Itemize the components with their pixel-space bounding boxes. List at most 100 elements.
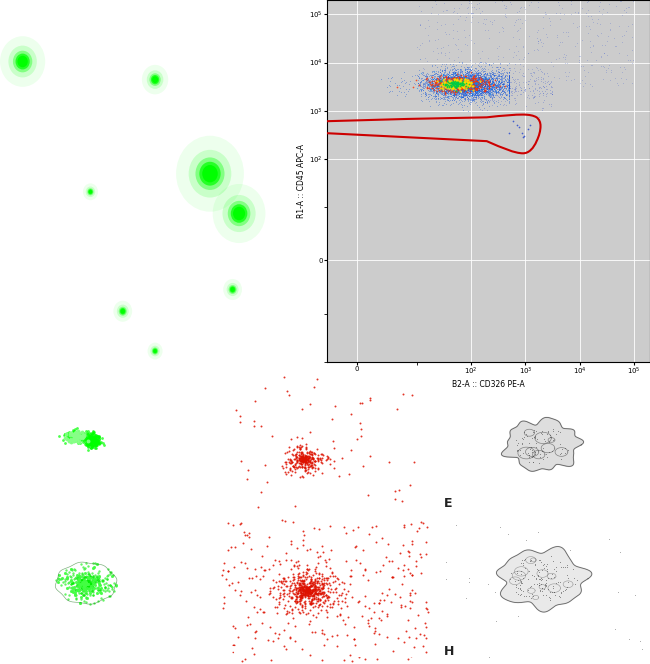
Point	[452, 78, 463, 89]
Point	[304, 650, 315, 661]
Point	[458, 80, 468, 91]
Point	[294, 585, 305, 596]
Point	[439, 78, 450, 89]
Point	[482, 96, 493, 106]
Point	[445, 78, 455, 89]
Point	[460, 86, 470, 96]
Point	[546, 88, 556, 98]
Point	[519, 52, 529, 63]
Point	[276, 577, 286, 588]
Point	[450, 74, 461, 85]
Point	[443, 80, 453, 90]
Point	[407, 390, 417, 400]
Point	[465, 70, 476, 80]
Point	[318, 587, 329, 598]
Point	[300, 602, 310, 613]
Point	[448, 72, 459, 82]
Point	[448, 72, 458, 82]
Point	[439, 73, 449, 84]
Point	[480, 75, 490, 86]
Point	[304, 585, 314, 596]
Point	[474, 75, 484, 86]
Point	[445, 74, 456, 84]
Point	[314, 568, 324, 579]
Point	[430, 92, 440, 103]
Point	[617, 37, 627, 47]
Point	[83, 575, 93, 586]
Point	[566, 0, 577, 9]
Point	[444, 86, 454, 96]
Point	[437, 75, 447, 86]
Point	[308, 454, 318, 465]
Point	[486, 84, 497, 94]
Point	[347, 655, 358, 664]
Point	[68, 434, 79, 444]
Point	[448, 74, 458, 85]
Point	[445, 79, 455, 90]
Point	[468, 79, 478, 90]
Point	[289, 584, 300, 594]
Point	[462, 73, 472, 84]
Point	[366, 612, 376, 623]
X-axis label: B2-A :: CD326 PE-A: B2-A :: CD326 PE-A	[452, 380, 525, 389]
Point	[456, 80, 467, 90]
Point	[438, 82, 448, 92]
Point	[496, 84, 506, 94]
Point	[460, 83, 470, 94]
Point	[464, 79, 474, 90]
Point	[456, 78, 467, 89]
Point	[452, 66, 463, 76]
Point	[72, 428, 82, 439]
Point	[479, 83, 489, 94]
Point	[468, 69, 478, 80]
Point	[463, 73, 473, 84]
Point	[450, 76, 461, 87]
Point	[413, 78, 423, 89]
Point	[304, 456, 315, 466]
Point	[602, 36, 612, 46]
Point	[73, 426, 84, 436]
Point	[487, 89, 497, 100]
Point	[625, 0, 636, 5]
Point	[436, 86, 447, 96]
Point	[486, 70, 497, 80]
Point	[458, 86, 469, 96]
Point	[443, 79, 454, 90]
Point	[83, 578, 94, 588]
Point	[445, 78, 455, 88]
Point	[96, 437, 107, 448]
Point	[528, 66, 538, 77]
Point	[310, 575, 320, 586]
Point	[332, 611, 343, 622]
Point	[455, 80, 465, 90]
Point	[281, 548, 291, 558]
Point	[458, 81, 468, 92]
Point	[471, 81, 482, 92]
Point	[471, 68, 482, 78]
Point	[475, 77, 486, 88]
Point	[430, 75, 441, 86]
Point	[462, 85, 472, 96]
Point	[544, 98, 554, 109]
Point	[458, 78, 468, 88]
Point	[556, 448, 566, 458]
Point	[295, 572, 306, 582]
Point	[465, 70, 475, 80]
Point	[92, 436, 103, 446]
Point	[481, 89, 491, 100]
Point	[519, 1, 530, 12]
Point	[491, 66, 501, 77]
Point	[454, 76, 464, 86]
Point	[448, 84, 459, 94]
Point	[88, 576, 99, 587]
Point	[465, 84, 476, 94]
Point	[449, 76, 460, 86]
Point	[469, 78, 479, 89]
Point	[274, 555, 284, 566]
Point	[480, 84, 491, 94]
Point	[460, 84, 470, 94]
Point	[469, 81, 480, 92]
Point	[228, 621, 239, 631]
Point	[463, 69, 474, 80]
Point	[471, 4, 481, 15]
